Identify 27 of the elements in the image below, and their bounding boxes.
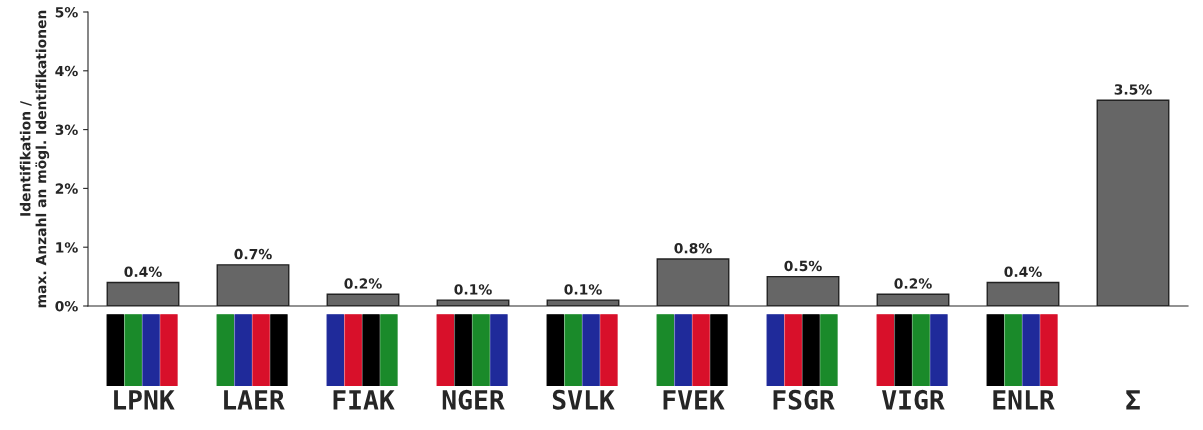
x-tick-label: NGER	[442, 389, 505, 410]
y-tick-label: 0%	[55, 300, 78, 312]
x-tick-label: LPNK	[114, 390, 175, 410]
x-tick-label: FVEK	[663, 390, 725, 410]
data-label: 0.1%	[454, 284, 492, 295]
x-tick-label: SVLK	[552, 389, 615, 410]
data-label: 0.2%	[894, 278, 932, 289]
x-tick-label: FIAK	[333, 390, 395, 410]
data-label: 0.4%	[124, 266, 162, 278]
y-tick-label: 4%	[55, 65, 78, 77]
x-tick-label: VIGR	[881, 389, 945, 410]
x-tick-label: Σ	[1126, 390, 1140, 410]
y-axis-title: Identifikation / max. Anzahl an mögl. Identifikationen	[19, 10, 50, 308]
y-tick-label: 2%	[55, 183, 78, 194]
data-label: 0.4%	[1004, 266, 1042, 278]
y-tick-label: 5%	[55, 6, 78, 18]
y-tick-label: 3%	[55, 124, 78, 136]
data-label: 0.1%	[564, 284, 602, 295]
x-tick-label: FSGR	[773, 389, 835, 410]
x-tick-label: LAER	[224, 390, 285, 410]
data-label: 0.2%	[344, 278, 382, 289]
y-tick-label: 1%	[56, 242, 78, 253]
data-label: 0.5%	[784, 260, 822, 272]
data-label: 0.7%	[234, 248, 272, 260]
data-label: 0.8%	[674, 242, 712, 254]
x-tick-label: ENLR	[993, 390, 1055, 410]
data-label: 3.5%	[1114, 84, 1152, 95]
